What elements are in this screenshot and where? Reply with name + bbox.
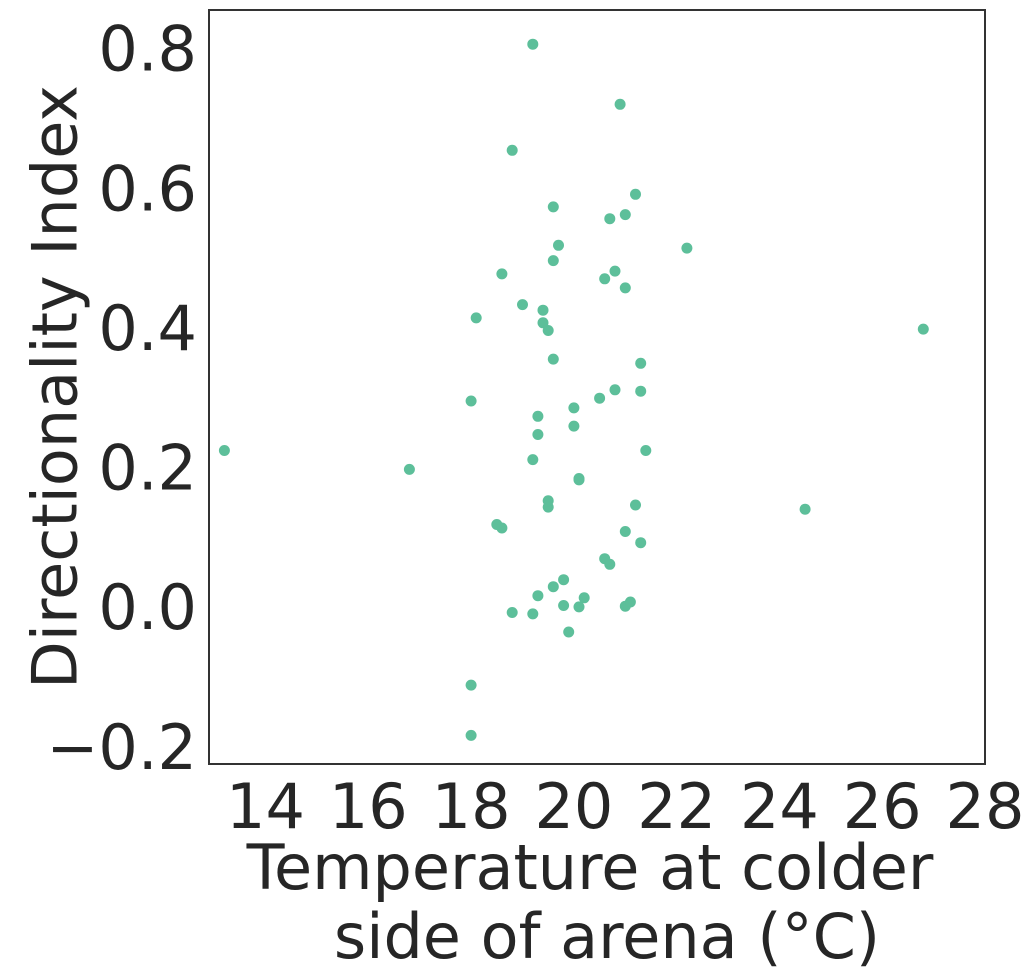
data-point-50: [630, 188, 641, 200]
data-point-36: [578, 592, 590, 604]
x-tick-labels: 14 16 18 20 22 24 26 28: [226, 770, 1024, 843]
data-point-43: [609, 384, 621, 396]
data-point-56: [681, 242, 693, 254]
data-point-53: [635, 385, 647, 397]
y-tick-label: 0.2: [98, 432, 197, 505]
data-point-54: [635, 537, 647, 549]
x-tick-label: 22: [637, 770, 716, 843]
data-point-35: [573, 601, 585, 613]
data-point-26: [547, 581, 559, 593]
data-point-32: [568, 420, 580, 432]
data-point-4: [465, 679, 477, 691]
x-tick-label: 24: [740, 770, 819, 843]
data-point-45: [619, 209, 631, 221]
data-point-28: [558, 574, 570, 586]
data-point-12: [527, 38, 539, 50]
x-axis-label-line-2: side of arena (°C): [334, 900, 880, 973]
x-tick-label: 16: [329, 770, 408, 843]
data-point-20: [542, 325, 554, 336]
data-point-9: [506, 144, 518, 156]
y-tick-labels: −0.2 0.0 0.2 0.4 0.6 0.8: [46, 13, 197, 784]
data-point-46: [619, 282, 631, 294]
x-axis-label-line-1: Temperature at colder: [246, 831, 934, 904]
x-tick-label: 28: [946, 770, 1025, 843]
data-point-57: [799, 503, 811, 515]
data-point-55: [640, 445, 652, 456]
x-tick-label: 26: [843, 770, 922, 843]
data-point-24: [547, 255, 559, 267]
data-point-40: [604, 558, 616, 570]
data-point-7: [496, 522, 508, 534]
data-point-0: [218, 445, 230, 456]
data-point-41: [604, 213, 616, 225]
data-point-34: [573, 474, 585, 486]
data-point-10: [506, 607, 518, 618]
data-point-38: [599, 273, 611, 285]
data-point-13: [527, 454, 539, 466]
data-point-8: [496, 268, 508, 280]
data-point-23: [547, 353, 559, 365]
x-tick-label: 20: [534, 770, 613, 843]
data-point-29: [558, 600, 570, 611]
data-point-16: [532, 590, 544, 602]
data-point-49: [624, 596, 636, 608]
data-point-22: [542, 495, 554, 507]
data-point-51: [630, 499, 641, 511]
y-tick-label: 0.6: [98, 152, 197, 225]
data-point-2: [465, 395, 477, 407]
data-point-19: [537, 304, 549, 316]
data-point-47: [619, 526, 631, 537]
data-point-17: [527, 608, 539, 620]
data-point-42: [609, 265, 621, 277]
data-point-44: [614, 98, 626, 110]
y-tick-label: 0.4: [98, 292, 197, 365]
x-tick-label: 14: [226, 770, 305, 843]
data-point-27: [553, 239, 564, 251]
y-axis-label: Directionality Index: [19, 85, 92, 689]
data-point-14: [532, 429, 544, 440]
data-point-18: [537, 317, 549, 329]
data-point-3: [470, 312, 482, 324]
data-point-37: [594, 392, 606, 404]
data-point-58: [917, 323, 929, 335]
y-tick-label: 0.0: [98, 571, 197, 644]
x-tick-label: 18: [432, 770, 511, 843]
data-point-11: [517, 299, 528, 311]
data-point-15: [532, 410, 544, 422]
data-point-5: [465, 729, 477, 741]
data-point-31: [568, 402, 580, 414]
data-points: [218, 38, 929, 741]
plot-frame: [208, 9, 986, 765]
data-point-30: [563, 626, 575, 638]
y-tick-label: −0.2: [46, 711, 197, 784]
data-point-25: [547, 201, 559, 213]
data-point-1: [403, 463, 415, 475]
data-point-52: [635, 357, 647, 369]
y-tick-label: 0.8: [98, 13, 197, 86]
